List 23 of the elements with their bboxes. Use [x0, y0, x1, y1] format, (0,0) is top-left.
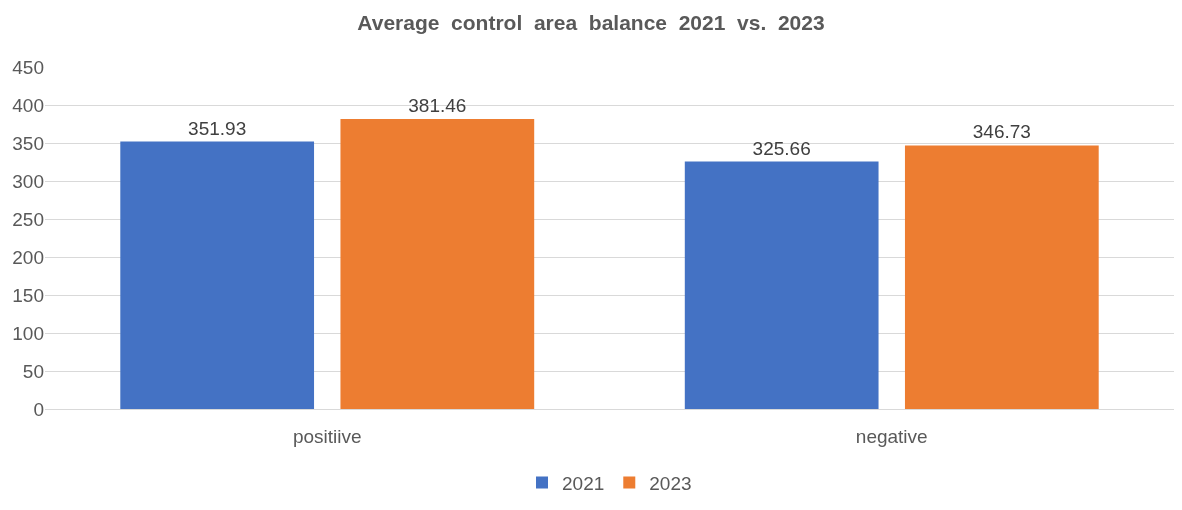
y-tick-label: 300 [12, 170, 44, 192]
y-tick-label: 150 [12, 284, 44, 306]
y-tick-label: 100 [12, 322, 44, 344]
x-tick-label: negative [855, 425, 928, 447]
x-tick-label: positiive [292, 425, 362, 447]
bar [684, 161, 879, 409]
y-tick-label: 50 [22, 360, 44, 382]
bar [904, 145, 1099, 409]
data-label: 325.66 [752, 137, 811, 159]
bar [120, 141, 315, 409]
y-tick-label: 200 [12, 246, 44, 268]
data-label: 351.93 [188, 117, 247, 139]
y-tick-label: 0 [33, 398, 44, 420]
y-tick-label: 400 [12, 94, 44, 116]
data-label: 346.73 [972, 121, 1031, 143]
data-label: 381.46 [408, 95, 467, 117]
legend-label: 2021 [562, 472, 605, 494]
bar [340, 119, 535, 409]
chart-title: Average control area balance 2021 vs. 2023 [357, 11, 825, 34]
y-tick-label: 250 [12, 208, 44, 230]
legend-label: 2023 [649, 472, 692, 494]
y-tick-label: 450 [12, 56, 44, 78]
y-tick-label: 350 [12, 132, 44, 154]
